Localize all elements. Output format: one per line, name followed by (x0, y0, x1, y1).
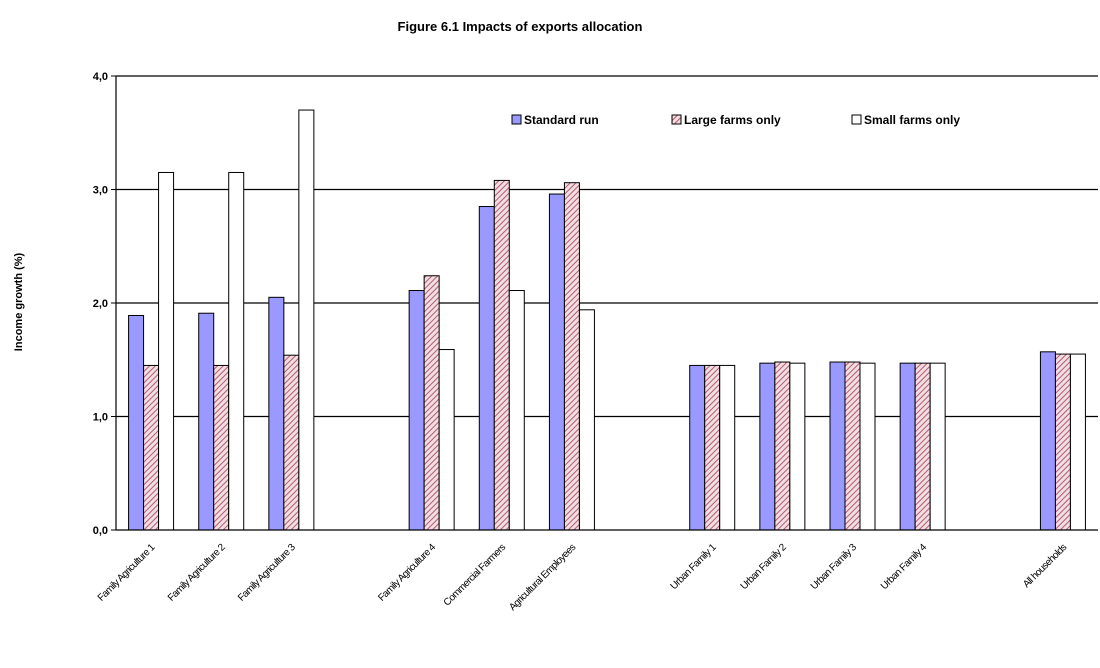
bar-1-6 (563, 182, 580, 531)
bar-0-6 (548, 193, 565, 531)
legend: Standard run Large farms only Small farms … (511, 113, 960, 127)
bar-2-1 (228, 171, 245, 531)
category-label-10: Urban Family 3 (809, 542, 860, 593)
y-tick-label: 0,0 (93, 525, 108, 537)
bar-1-0 (143, 364, 160, 531)
legend-swatch-1 (671, 114, 682, 125)
bar-0-9 (759, 362, 776, 531)
bar-2-0 (158, 171, 175, 531)
category-label-9: Urban Family 2 (739, 542, 790, 593)
bar-0-1 (198, 312, 215, 531)
category-label-8: Urban Family 1 (669, 542, 720, 593)
bar-1-5 (493, 179, 510, 531)
category-label-11: Urban Family 4 (879, 542, 930, 593)
bar-0-11 (899, 362, 916, 531)
legend-label-1: Large farms only (684, 113, 781, 127)
bar-1-4 (423, 275, 440, 531)
y-tick-label: 4,0 (93, 71, 108, 83)
y-tick-labels: 0,0 1,0 2,0 3,0 4,0 (93, 71, 108, 537)
axes (115, 76, 1098, 531)
bar-1-13 (1054, 353, 1071, 531)
legend-label-2: Small farms only (864, 113, 960, 127)
bar-2-6 (578, 309, 595, 531)
category-labels: Family Agriculture 1 Family Agriculture 2… (96, 542, 1070, 613)
bar-2-11 (929, 362, 946, 531)
y-tick-label: 2,0 (93, 298, 108, 310)
bar-1-2 (283, 354, 300, 531)
bar-0-5 (478, 206, 495, 531)
bar-0-4 (408, 290, 425, 531)
legend-swatch-2 (851, 114, 862, 125)
category-label-5: Commercial Farmers (442, 542, 509, 609)
bar-1-8 (704, 364, 721, 531)
category-label-0: Family Agriculture 1 (96, 542, 158, 604)
y-tick-label: 3,0 (93, 185, 108, 197)
legend-label-0: Standard run (524, 113, 599, 127)
bar-0-2 (268, 296, 285, 531)
bar-1-11 (914, 362, 931, 531)
gridlines (111, 75, 1098, 531)
bar-0-13 (1039, 351, 1056, 531)
y-axis-label: Income growth (%) (13, 252, 25, 351)
bar-0-8 (689, 364, 706, 531)
category-label-1: Family Agriculture 2 (166, 542, 228, 604)
bar-1-10 (844, 361, 861, 531)
y-tick-label: 1,0 (93, 412, 108, 424)
legend-swatch-0 (511, 114, 522, 125)
bar-2-8 (719, 364, 736, 531)
bar-1-9 (774, 361, 791, 531)
chart-title: Figure 6.1 Impacts of exports allocation (398, 19, 643, 34)
category-label-2: Family Agriculture 3 (236, 542, 298, 604)
bar-2-2 (298, 109, 315, 531)
category-label-6: Agricultural Employees (507, 542, 578, 613)
bar-2-4 (438, 349, 455, 531)
bar-2-9 (789, 362, 806, 531)
bar-0-0 (128, 314, 145, 531)
bar-2-5 (508, 290, 525, 531)
bars (128, 109, 1086, 531)
bar-0-10 (829, 361, 846, 531)
category-label-4: Family Agriculture 4 (376, 542, 438, 604)
bar-2-13 (1069, 353, 1086, 531)
bar-1-1 (213, 364, 230, 531)
category-label-13: All households (1021, 542, 1069, 590)
bar-2-10 (859, 362, 876, 531)
